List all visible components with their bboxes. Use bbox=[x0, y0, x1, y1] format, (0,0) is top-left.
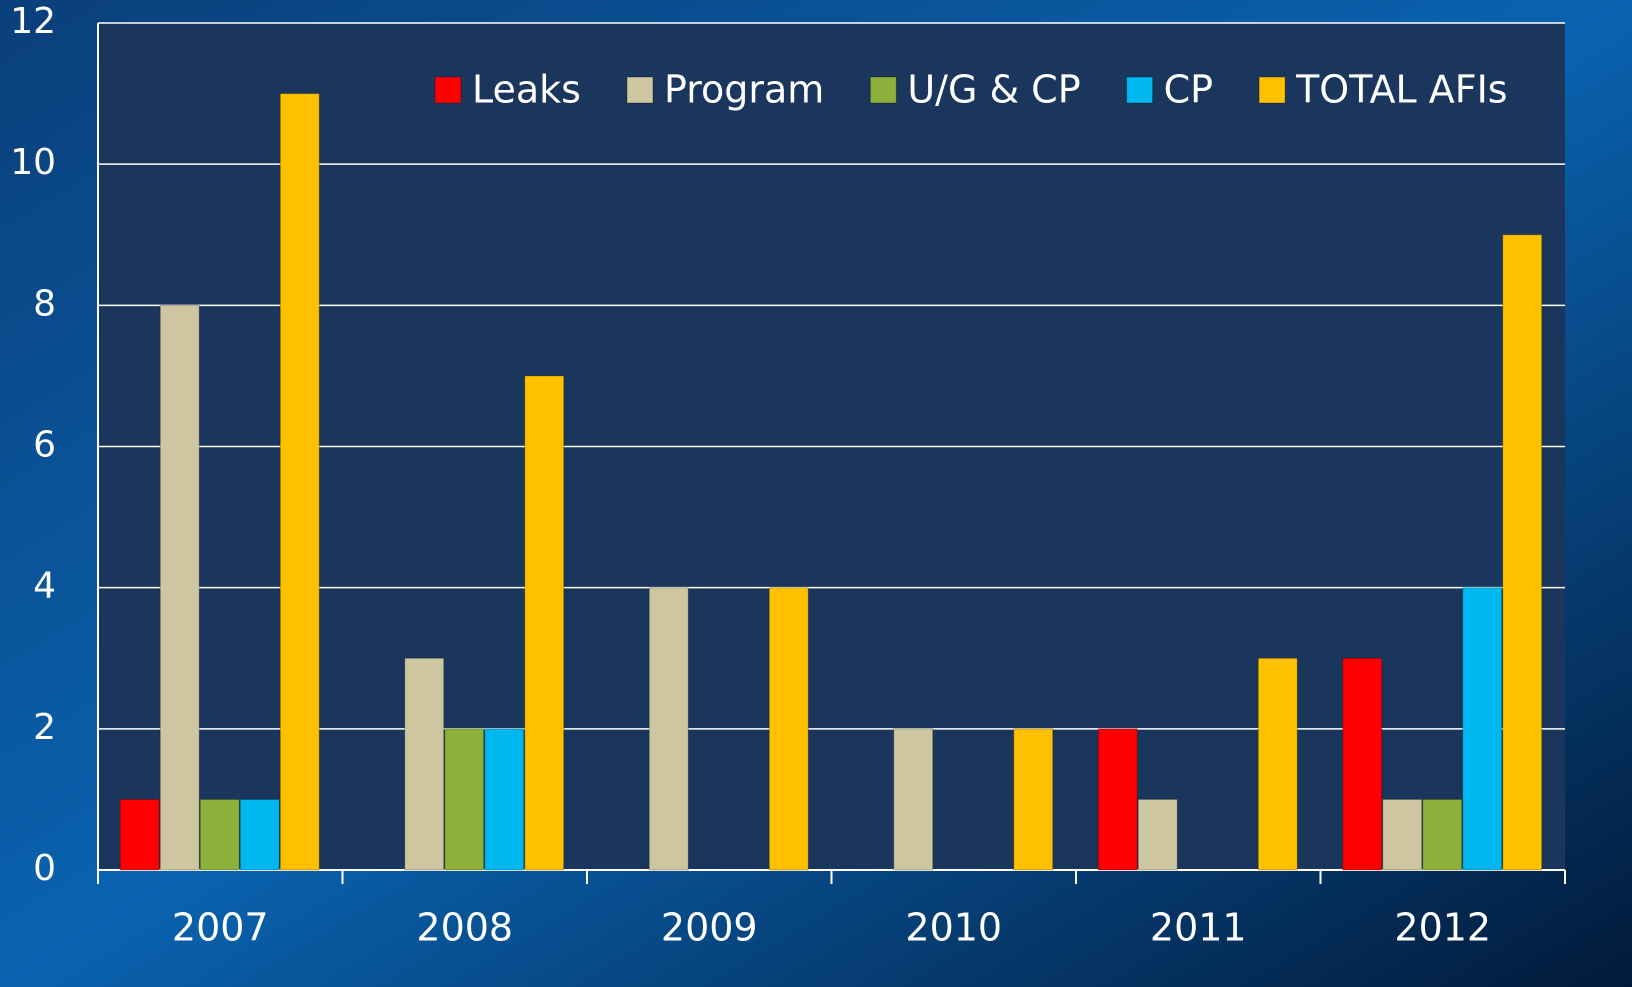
bar bbox=[893, 728, 934, 871]
y-tick-label: 4 bbox=[33, 566, 56, 607]
bar bbox=[444, 728, 485, 871]
bar bbox=[524, 375, 565, 871]
x-tick-label: 2007 bbox=[172, 906, 269, 950]
legend-label: Leaks bbox=[472, 68, 581, 112]
legend-swatch bbox=[434, 76, 462, 104]
x-tick-label: 2008 bbox=[416, 906, 513, 950]
bar bbox=[1257, 657, 1298, 871]
bar bbox=[1462, 587, 1503, 871]
legend-swatch bbox=[869, 76, 897, 104]
bar bbox=[119, 798, 160, 871]
x-tick-label: 2011 bbox=[1150, 906, 1247, 950]
bar bbox=[1422, 798, 1463, 871]
y-tick-label: 10 bbox=[10, 142, 56, 183]
legend-swatch bbox=[1258, 76, 1286, 104]
bar bbox=[279, 93, 320, 871]
bar bbox=[239, 798, 280, 871]
bar bbox=[1382, 798, 1423, 871]
y-tick-label: 12 bbox=[10, 1, 56, 42]
y-tick-label: 0 bbox=[33, 848, 56, 889]
bar bbox=[1342, 657, 1383, 871]
x-tick-label: 2009 bbox=[661, 906, 758, 950]
bar bbox=[1013, 728, 1054, 871]
y-tick-label: 8 bbox=[33, 283, 56, 324]
bar bbox=[1502, 234, 1543, 871]
bar bbox=[648, 587, 689, 871]
bar bbox=[1097, 728, 1138, 871]
bar bbox=[199, 798, 240, 871]
x-tick-label: 2012 bbox=[1394, 906, 1491, 950]
x-tick-label: 2010 bbox=[905, 906, 1002, 950]
legend-label: CP bbox=[1164, 68, 1213, 112]
bar bbox=[159, 304, 200, 871]
bar bbox=[1137, 798, 1178, 871]
legend-label: TOTAL AFIs bbox=[1295, 68, 1508, 112]
legend-label: Program bbox=[664, 68, 824, 112]
bar bbox=[768, 587, 809, 871]
bar bbox=[484, 728, 525, 871]
legend-label: U/G & CP bbox=[907, 68, 1080, 112]
legend-swatch bbox=[626, 76, 654, 104]
legend-swatch bbox=[1126, 76, 1154, 104]
y-tick-label: 2 bbox=[33, 707, 56, 748]
y-tick-label: 6 bbox=[33, 425, 56, 466]
bar bbox=[404, 657, 445, 871]
